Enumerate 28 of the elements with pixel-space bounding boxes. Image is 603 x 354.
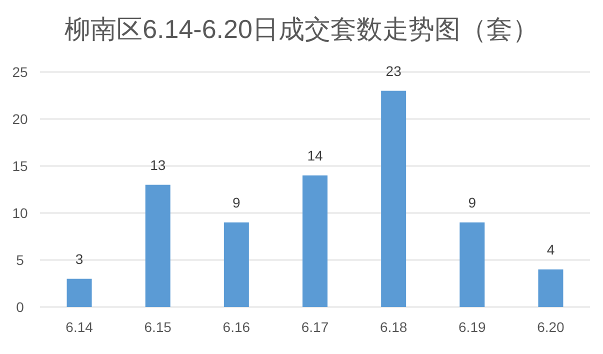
data-label: 4 [546,241,555,258]
y-tick-label: 0 [16,299,24,315]
x-tick-label: 6.19 [458,319,486,335]
x-tick-label: 6.20 [537,319,565,335]
data-label: 23 [386,62,402,79]
x-tick-label: 6.14 [66,319,94,335]
bar [66,278,92,307]
y-tick-label: 5 [16,252,24,268]
bar [302,175,328,307]
bar [224,222,249,307]
x-tick-label: 6.17 [301,319,329,335]
x-tick-label: 6.18 [380,319,408,335]
x-tick-label: 6.15 [144,319,172,335]
y-tick-label: 20 [12,111,28,127]
data-label: 9 [468,194,476,210]
y-tick-label: 15 [12,158,28,174]
chart-title: 柳南区6.14-6.20日成交套数走势图（套） [64,14,538,44]
bar [538,269,564,307]
y-tick-label: 25 [12,64,28,80]
bar [381,90,406,307]
bar [460,222,485,307]
data-label: 9 [232,194,241,210]
y-tick-label: 10 [12,205,28,221]
data-label: 13 [150,156,166,173]
data-label: 3 [75,250,84,267]
x-tick-label: 6.16 [222,319,250,335]
data-label: 14 [307,147,323,164]
bar [145,184,170,307]
